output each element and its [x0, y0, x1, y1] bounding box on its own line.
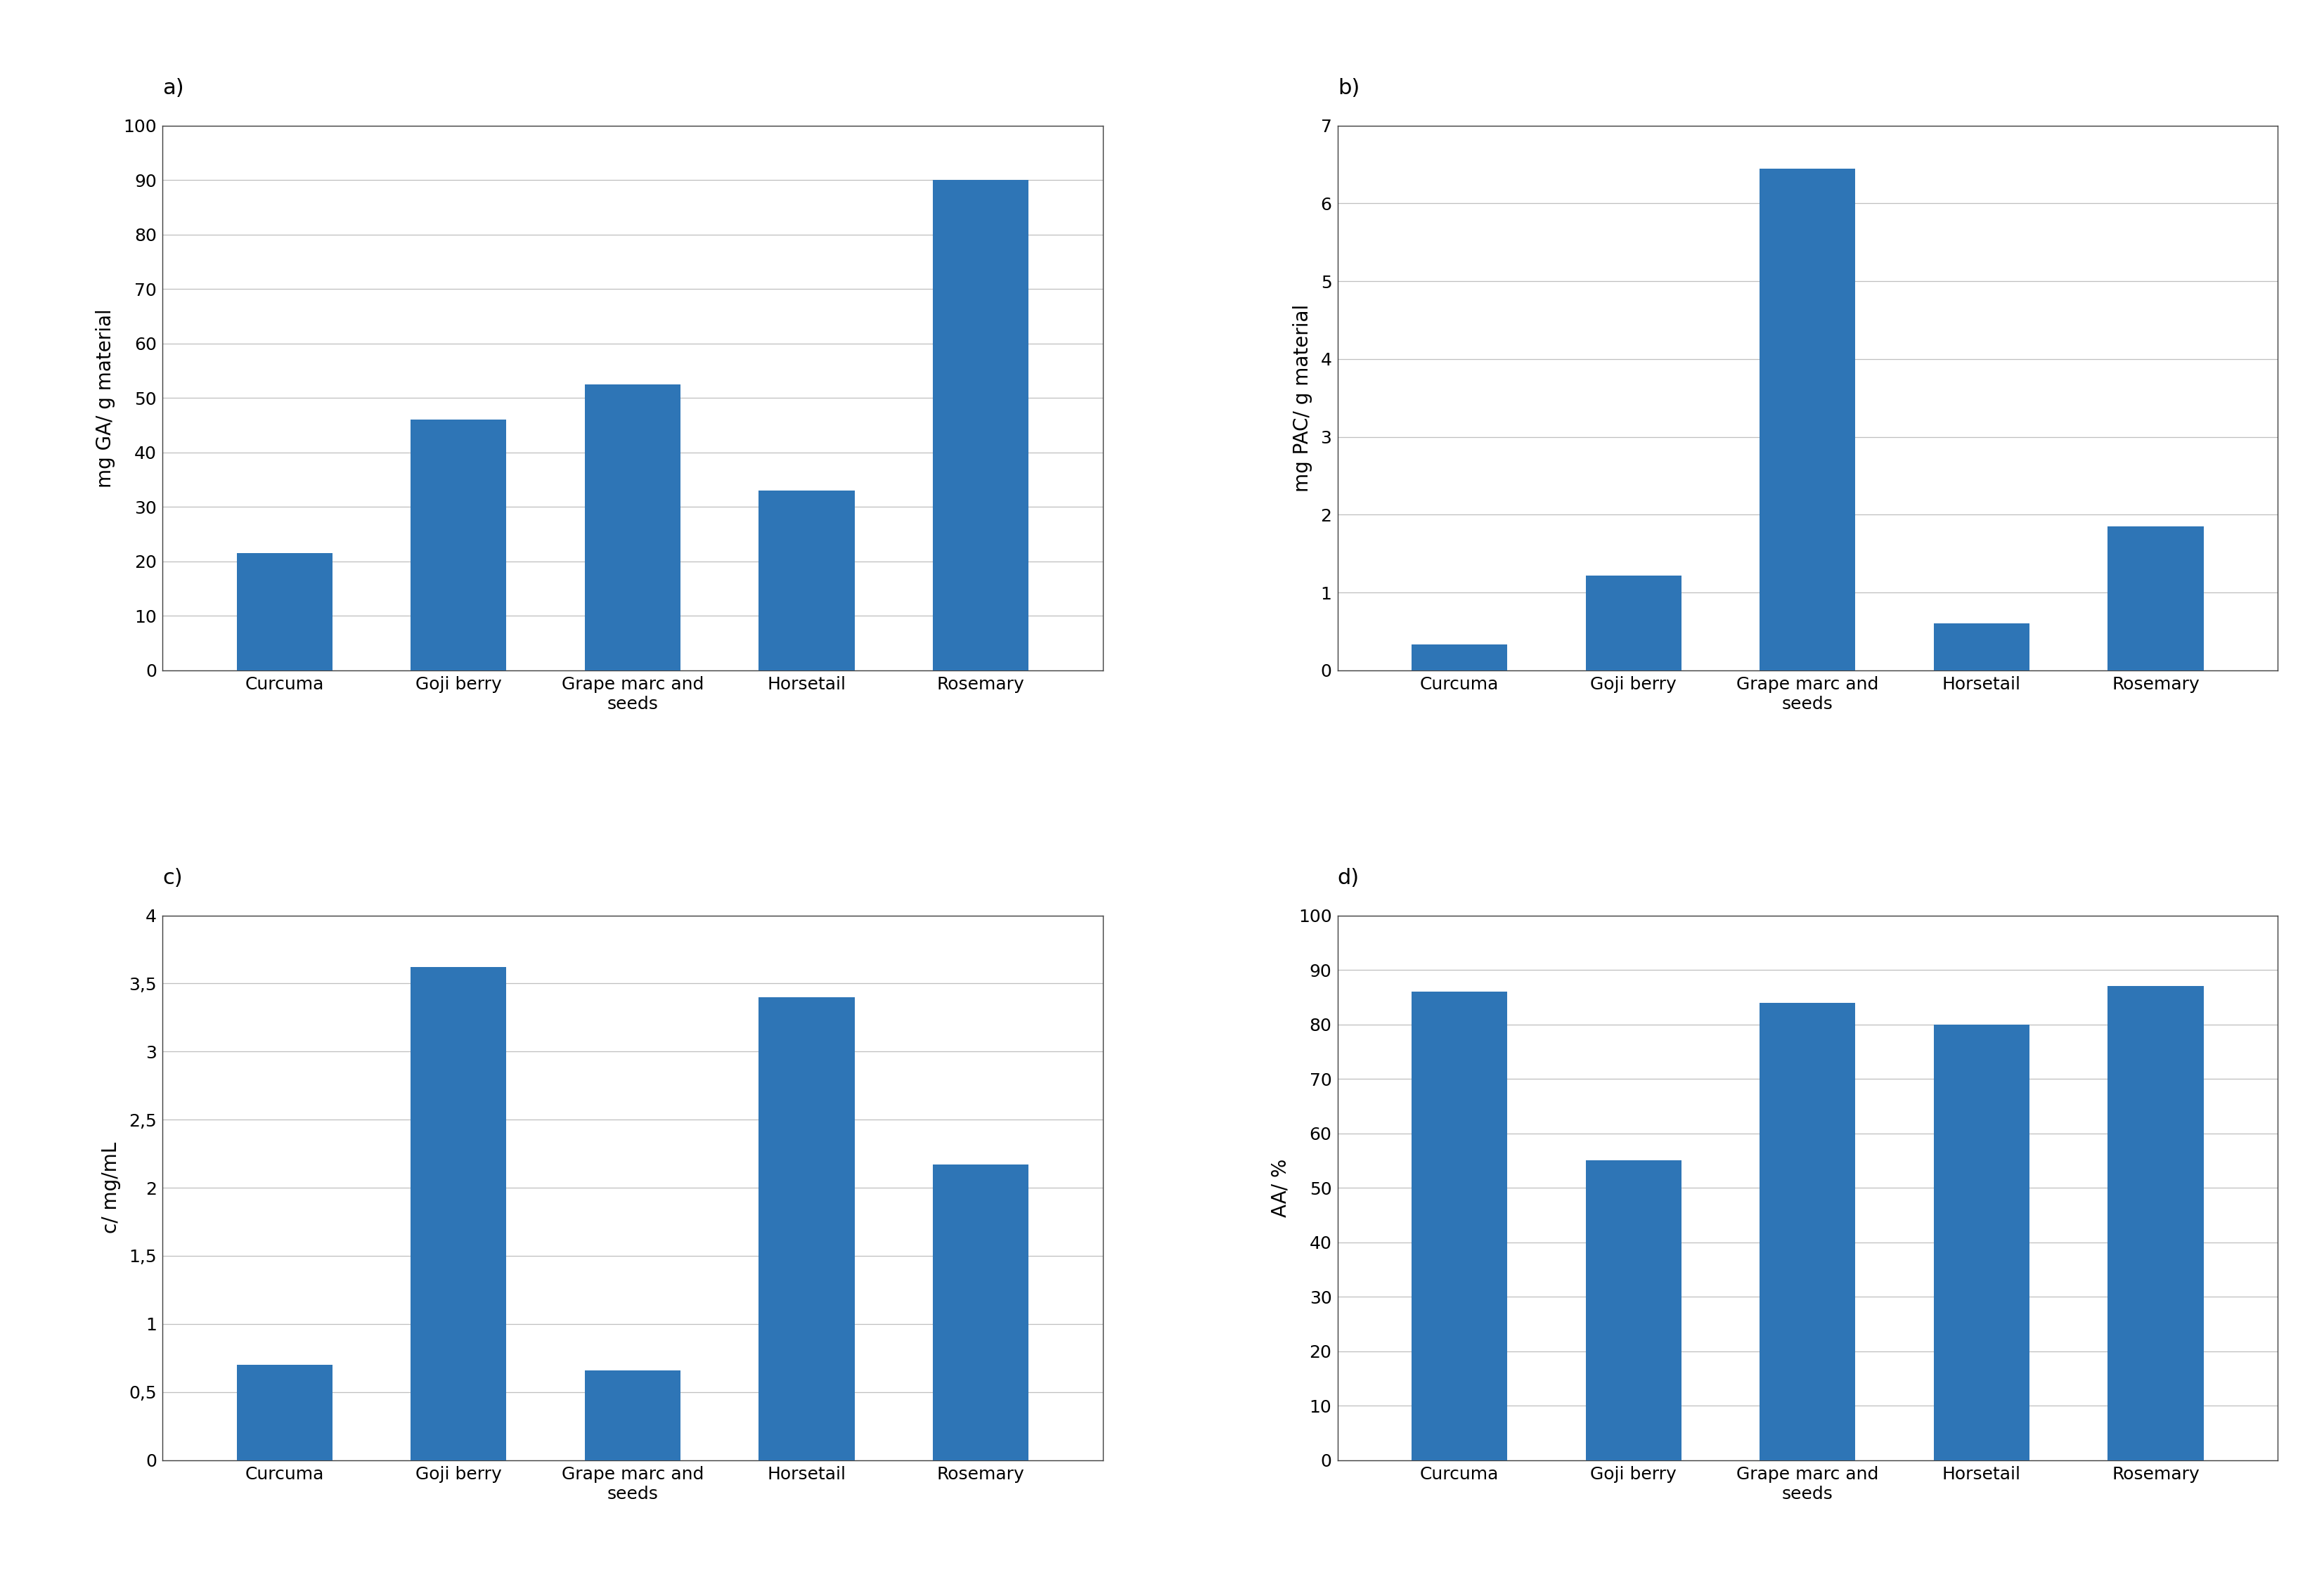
- Bar: [586, 1371, 681, 1460]
- Bar: [411, 967, 507, 1460]
- Bar: [760, 997, 855, 1460]
- Y-axis label: c/ mg/mL: c/ mg/mL: [102, 1141, 121, 1234]
- Y-axis label: mg GA/ g material: mg GA/ g material: [95, 308, 116, 487]
- Bar: [2108, 526, 2203, 670]
- Text: b): b): [1339, 78, 1360, 99]
- Bar: [1585, 575, 1680, 670]
- Bar: [932, 181, 1030, 670]
- Bar: [237, 553, 332, 670]
- Bar: [1759, 1003, 1855, 1460]
- Bar: [1934, 1024, 2029, 1460]
- Bar: [1585, 1160, 1680, 1460]
- Text: c): c): [163, 868, 184, 889]
- Bar: [932, 1165, 1030, 1460]
- Bar: [586, 385, 681, 670]
- Y-axis label: AA/ %: AA/ %: [1271, 1159, 1290, 1217]
- Text: a): a): [163, 78, 184, 99]
- Y-axis label: mg PAC/ g material: mg PAC/ g material: [1292, 305, 1313, 491]
- Text: d): d): [1339, 868, 1360, 889]
- Bar: [411, 419, 507, 670]
- Bar: [237, 1364, 332, 1460]
- Bar: [1411, 645, 1508, 670]
- Bar: [760, 490, 855, 670]
- Bar: [1759, 168, 1855, 670]
- Bar: [2108, 986, 2203, 1460]
- Bar: [1934, 623, 2029, 670]
- Bar: [1411, 992, 1508, 1460]
